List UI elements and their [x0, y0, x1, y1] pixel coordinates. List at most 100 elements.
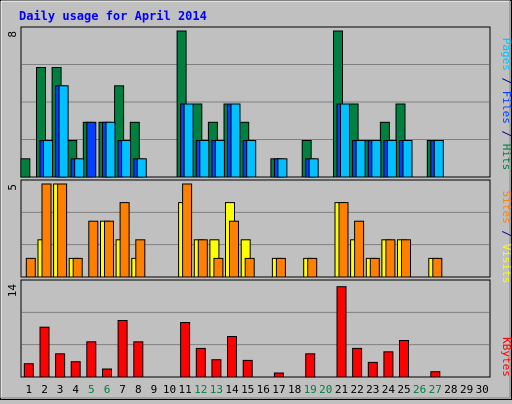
panel-sites-visits-ytick: 5 [6, 184, 19, 191]
bar-kbytes-day-21 [336, 286, 347, 378]
x-tick-day-27: 27 [429, 383, 442, 396]
panel-sites-visits-ytick-label: 5 [6, 184, 19, 191]
x-tick-day-14: 14 [225, 383, 239, 396]
bar-sites-day-4 [72, 257, 83, 278]
bar-sites-day-15 [244, 257, 255, 278]
bar-pages-day-23 [371, 140, 382, 178]
bar-pages-day-7 [121, 140, 132, 178]
bar-pages-day-13 [214, 140, 225, 178]
panel-sites-visits-frame [20, 179, 491, 278]
x-tick-day-15: 15 [241, 383, 254, 396]
x-tick-day-25: 25 [397, 383, 410, 396]
x-tick-day-19: 19 [304, 383, 317, 396]
x-tick-day-13: 13 [210, 383, 223, 396]
right-label-bottom-part-0: KBytes [500, 337, 512, 377]
x-tick-day-7: 7 [119, 383, 126, 396]
right-label-middle: Sites / Visits [500, 191, 512, 284]
x-tick-day-23: 23 [366, 383, 379, 396]
bar-pages-day-27 [433, 140, 444, 178]
bar-kbytes-day-22 [352, 347, 363, 378]
bar-kbytes-day-5 [86, 341, 97, 378]
bar-sites-day-6 [104, 220, 114, 278]
bar-sites-day-2 [41, 183, 52, 278]
bar-hits-day-1 [20, 158, 31, 178]
bar-kbytes-day-23 [367, 361, 378, 378]
x-axis-day-labels: 1 2 3 4 5 6 7 8 9 10 11 12 13 14 15 16 17 18 19 20 21 22 23 24 2… [25, 383, 488, 396]
bar-kbytes-day-2 [39, 326, 50, 378]
x-tick-day-3: 3 [57, 383, 64, 396]
x-tick-day-9: 9 [151, 383, 158, 396]
x-tick-day-12: 12 [194, 383, 207, 396]
x-tick-day-20: 20 [319, 383, 332, 396]
right-label-middle-part-2: Visits [500, 244, 512, 284]
right-label-top-part-4: Hits [500, 144, 512, 171]
bar-sites-day-8 [135, 239, 146, 278]
right-label-bottom: KBytes [500, 337, 512, 377]
chart-title: Daily usage for April 2014 [19, 9, 207, 23]
bar-sites-day-13 [213, 257, 224, 278]
bar-kbytes-day-12 [195, 347, 206, 378]
x-tick-day-17: 17 [272, 383, 285, 396]
x-tick-day-6: 6 [104, 383, 111, 396]
x-tick-day-28: 28 [444, 383, 457, 396]
bar-pages-day-22 [355, 140, 366, 178]
x-tick-day-26: 26 [413, 383, 426, 396]
bar-kbytes-day-15 [242, 359, 253, 378]
right-label-top-text: Pages / Files / Hits [500, 38, 512, 171]
x-tick-day-16: 16 [257, 383, 270, 396]
panel-kbytes-ytick-label: 14 [6, 284, 19, 298]
panel-hits-files-pages-ytick: 8 [6, 31, 19, 38]
bar-pages-day-11 [183, 103, 194, 178]
x-tick-day-18: 18 [288, 383, 301, 396]
panel-hits-files-pages-ytick-label: 8 [6, 31, 19, 38]
bar-pages-day-15 [246, 140, 257, 178]
right-label-middle-part-1: / [500, 224, 512, 244]
bar-sites-day-5 [88, 220, 99, 278]
right-label-top-part-3: / [500, 124, 512, 144]
x-tick-day-2: 2 [41, 383, 48, 396]
bar-sites-day-23 [369, 257, 380, 278]
bar-pages-day-21 [340, 103, 350, 178]
bar-sites-day-22 [354, 220, 365, 278]
bar-kbytes-day-4 [70, 361, 81, 378]
panel-kbytes: 14 [6, 279, 491, 378]
bar-sites-day-19 [307, 257, 318, 278]
bar-kbytes-day-19 [305, 353, 316, 378]
bar-kbytes-day-11 [180, 322, 191, 378]
bar-kbytes-day-14 [227, 336, 237, 378]
bar-sites-day-24 [385, 239, 396, 278]
bar-kbytes-day-17 [273, 372, 284, 378]
bar-kbytes-day-6 [102, 368, 112, 378]
bar-pages-day-14 [230, 103, 241, 178]
bar-sites-day-3 [57, 183, 68, 278]
bar-pages-day-6 [105, 121, 116, 178]
right-label-bottom-text: KBytes [500, 337, 512, 377]
bar-kbytes-day-7 [117, 320, 128, 378]
x-tick-day-8: 8 [135, 383, 142, 396]
right-label-middle-part-0: Sites [500, 191, 512, 224]
bar-kbytes-day-25 [399, 340, 409, 378]
bar-sites-day-12 [197, 239, 208, 278]
bar-pages-day-8 [136, 158, 147, 178]
bar-kbytes-day-1 [23, 363, 34, 378]
bar-pages-day-12 [199, 140, 210, 178]
right-label-top: Pages / Files / Hits [500, 38, 512, 171]
bar-sites-day-14 [229, 220, 239, 278]
bar-sites-day-27 [432, 257, 443, 278]
x-tick-day-4: 4 [72, 383, 79, 396]
bar-kbytes-day-24 [383, 351, 394, 378]
x-tick-day-5: 5 [88, 383, 95, 396]
bar-kbytes-day-8 [133, 341, 144, 378]
x-tick-day-22: 22 [350, 383, 363, 396]
bar-kbytes-day-13 [211, 359, 222, 378]
x-tick-day-29: 29 [460, 383, 473, 396]
bar-pages-day-4 [74, 158, 85, 178]
chart-panels: 8 5 14 [6, 26, 491, 378]
x-tick-day-24: 24 [382, 383, 396, 396]
bar-pages-day-24 [386, 140, 397, 178]
bar-kbytes-day-27 [430, 371, 441, 378]
right-label-top-part-2: Files [500, 91, 512, 124]
panel-hits-files-pages: 8 [6, 26, 491, 178]
